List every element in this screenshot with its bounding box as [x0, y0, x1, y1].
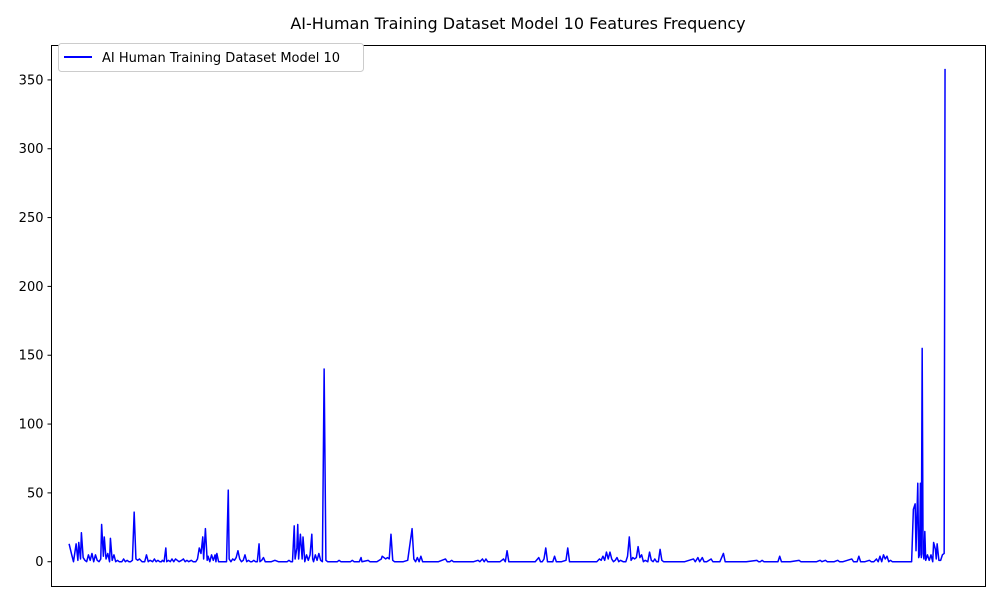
legend-label: AI Human Training Dataset Model 10	[102, 51, 340, 66]
legend-box	[58, 43, 364, 72]
y-tick-label: 0	[35, 555, 43, 570]
plot-area	[51, 45, 986, 587]
series-layer	[68, 68, 946, 563]
y-axis: 0 50 100 150 200 250 300 350	[19, 73, 52, 570]
y-tick-label: 250	[19, 211, 44, 226]
y-tick-label: 150	[19, 349, 44, 364]
series-line	[68, 68, 946, 563]
y-tick-label: 100	[19, 418, 44, 433]
chart-title: AI-Human Training Dataset Model 10 Featu…	[290, 14, 745, 33]
y-tick-label: 50	[27, 486, 44, 501]
y-tick-label: 300	[19, 142, 44, 157]
legend: AI Human Training Dataset Model 10	[58, 43, 364, 72]
y-tick-label: 350	[19, 73, 44, 88]
y-tick-label: 200	[19, 280, 44, 295]
